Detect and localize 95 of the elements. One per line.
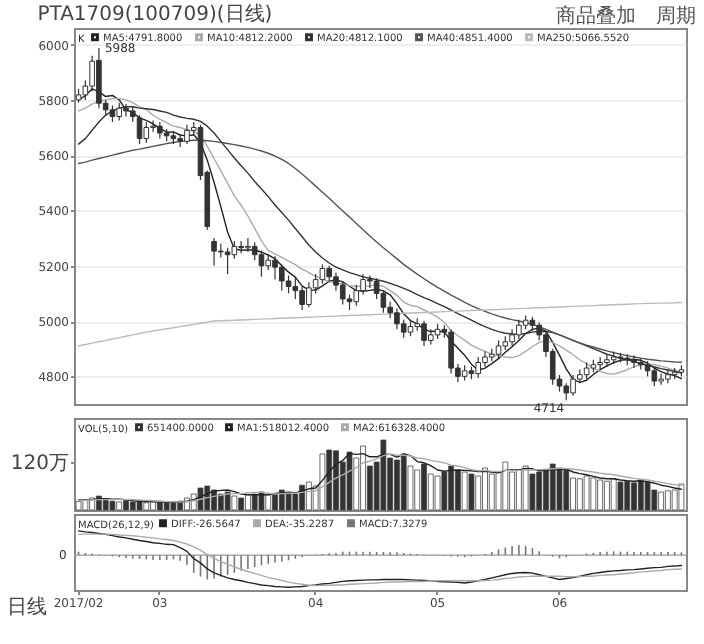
- bar: [515, 469, 522, 511]
- bar: [644, 481, 651, 511]
- candlestick: [604, 353, 610, 368]
- bar: [488, 473, 495, 511]
- bar: [610, 478, 617, 511]
- bar: [414, 469, 421, 511]
- bar: [143, 502, 150, 511]
- bar: [482, 467, 488, 511]
- bar: [604, 480, 610, 511]
- candlestick: [421, 320, 427, 347]
- candlestick: [238, 240, 244, 254]
- bar: [576, 478, 583, 511]
- bar: [468, 473, 475, 511]
- candlestick: [597, 356, 603, 371]
- bar: [651, 489, 658, 511]
- candlestick: [631, 355, 637, 369]
- y-tick-label: 120万: [10, 453, 69, 475]
- candlestick: [143, 121, 150, 144]
- bar: [543, 469, 549, 511]
- bar: [224, 491, 231, 511]
- chart-title: PTA1709(100709)(日线): [37, 2, 273, 26]
- bar: [556, 467, 563, 511]
- candlestick: [570, 374, 576, 397]
- candlestick: [475, 356, 482, 379]
- bar: [549, 463, 556, 511]
- bar: [129, 501, 136, 511]
- bar: [421, 463, 427, 511]
- bar: [461, 471, 468, 511]
- bar: [434, 475, 441, 511]
- candlestick: [658, 372, 664, 386]
- bar: [583, 475, 590, 511]
- bar: [123, 500, 129, 511]
- bar: [380, 439, 387, 511]
- bar: [346, 451, 353, 511]
- candlestick: [339, 280, 346, 306]
- candlestick: [509, 328, 515, 347]
- bar: [637, 479, 644, 511]
- bar: [102, 498, 109, 511]
- bar: [245, 494, 251, 511]
- candlestick: [299, 285, 305, 311]
- bar: [448, 465, 455, 511]
- candlestick: [516, 319, 522, 340]
- candlestick: [211, 237, 217, 267]
- bar: [617, 481, 624, 511]
- text: 商品叠加: [556, 6, 636, 28]
- bar: [441, 471, 448, 511]
- bar: [231, 495, 238, 511]
- candlestick: [96, 47, 102, 109]
- bar: [278, 489, 285, 511]
- bar: [75, 500, 82, 511]
- candlestick: [136, 114, 143, 145]
- line-series: [77, 301, 683, 347]
- bar: [238, 497, 245, 511]
- bar: [536, 471, 543, 511]
- bar: [326, 449, 333, 511]
- candlestick: [245, 237, 251, 253]
- bar: [265, 494, 272, 511]
- bar: [624, 480, 631, 511]
- bar: [678, 483, 685, 511]
- candlestick: [184, 124, 190, 145]
- candlestick: [448, 328, 454, 375]
- bar: [319, 453, 326, 511]
- bar: [563, 469, 570, 511]
- bar: [631, 482, 637, 511]
- candlestick: [394, 308, 400, 330]
- x-axis-title: 日线: [7, 595, 47, 619]
- bar: [529, 473, 536, 511]
- candlestick: [258, 249, 265, 278]
- candlestick: [319, 263, 326, 285]
- bar: [292, 493, 299, 511]
- bar: [475, 475, 482, 511]
- candlestick: [306, 281, 312, 308]
- bar: [109, 500, 116, 511]
- text: 周期: [656, 6, 696, 28]
- bar: [664, 490, 671, 511]
- candlestick: [278, 263, 285, 292]
- bar: [455, 469, 461, 511]
- bar: [570, 477, 576, 511]
- bar: [597, 479, 604, 511]
- bar: [360, 445, 366, 511]
- bar: [658, 491, 665, 511]
- bar: [502, 461, 509, 511]
- bar: [170, 502, 177, 511]
- bar: [305, 481, 312, 511]
- bar: [400, 453, 407, 511]
- bar: [522, 465, 529, 511]
- candlestick: [224, 247, 231, 275]
- bar: [590, 477, 597, 511]
- bar: [394, 459, 400, 511]
- bar: [150, 501, 156, 511]
- bar: [217, 493, 224, 511]
- bar: [82, 499, 89, 511]
- bar: [116, 501, 123, 511]
- bar: [671, 489, 678, 511]
- bar: [333, 450, 339, 511]
